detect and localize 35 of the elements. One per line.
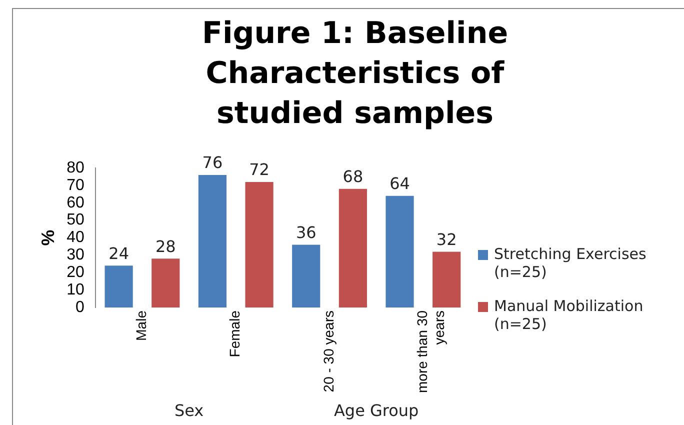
bar xyxy=(292,244,320,308)
chart-title: Figure 1: Baseline Characteristics of studied samples xyxy=(200,15,510,133)
data-label: 24 xyxy=(108,244,129,263)
y-tick-label: 30 xyxy=(66,246,84,264)
y-tick-label: 80 xyxy=(66,159,84,176)
data-label: 76 xyxy=(202,153,223,172)
data-label: 36 xyxy=(296,222,316,242)
x-tick-label: 20 - 30 years xyxy=(320,310,336,392)
data-label: 32 xyxy=(436,230,457,249)
y-tick-label: 40 xyxy=(66,229,84,246)
bar xyxy=(245,182,274,308)
data-label: 68 xyxy=(342,167,364,186)
text: Age Group xyxy=(334,401,419,420)
text: Sex xyxy=(174,401,204,420)
bar xyxy=(386,196,414,308)
data-label: 64 xyxy=(390,174,410,194)
bar xyxy=(104,266,133,308)
y-tick-label: 0 xyxy=(75,298,84,316)
data-label: 28 xyxy=(155,236,176,256)
y-tick-label: 60 xyxy=(66,194,84,212)
bar xyxy=(432,252,461,308)
legend-label: Manual Mobilization (n=25) xyxy=(494,297,644,333)
bar xyxy=(338,188,367,308)
data-label: 72 xyxy=(249,160,270,180)
bar xyxy=(152,258,180,308)
x-tick-label: Male xyxy=(133,310,150,341)
y-tick-label: 50 xyxy=(66,212,84,229)
legend-label: Stretching Exercises (n=25) xyxy=(494,245,648,281)
bar xyxy=(198,174,227,308)
y-axis-title: % xyxy=(38,230,58,246)
x-tick-label: Female xyxy=(226,310,243,358)
y-tick-label: 70 xyxy=(66,176,84,194)
y-tick-label: 20 xyxy=(66,264,84,282)
x-tick-label: more than 30 years xyxy=(414,310,447,394)
y-tick-label: 10 xyxy=(66,281,84,298)
